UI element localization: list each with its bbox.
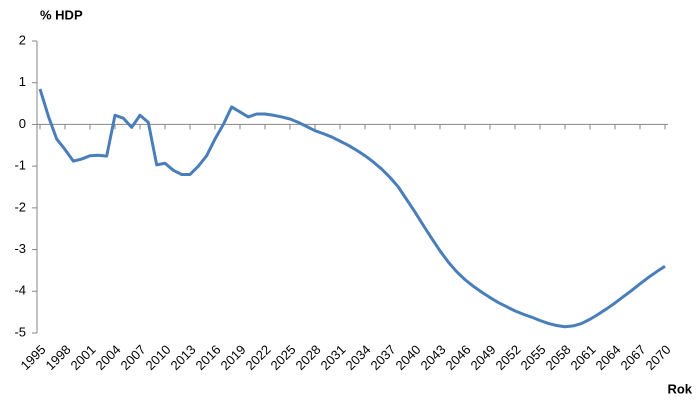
x-axis-label: Rok: [667, 381, 692, 396]
x-tick-label: 2034: [342, 342, 373, 373]
x-tick-label: 2064: [592, 342, 623, 373]
y-tick-label: 0: [19, 116, 26, 131]
x-tick-label: 2022: [242, 342, 273, 373]
x-tick-label: 2055: [517, 342, 548, 373]
x-tick-label: 2070: [642, 342, 673, 373]
y-tick-label: -1: [14, 158, 26, 173]
x-tick-label: 2007: [117, 342, 148, 373]
x-tick-label: 2004: [92, 342, 123, 373]
x-tick-label: 2040: [392, 342, 423, 373]
y-tick-label: -4: [14, 283, 26, 298]
x-tick-label: 2019: [217, 342, 248, 373]
x-tick-label: 2037: [367, 342, 398, 373]
x-tick-label: 2049: [467, 342, 498, 373]
x-tick-label: 2046: [442, 342, 473, 373]
y-tick-label: -2: [14, 199, 26, 214]
x-tick-label: 2052: [492, 342, 523, 373]
x-tick-label: 2043: [417, 342, 448, 373]
y-axis-label: % HDP: [40, 7, 83, 22]
y-tick-label: 1: [19, 74, 26, 89]
x-tick-label: 2067: [617, 342, 648, 373]
x-tick-label: 1995: [17, 342, 48, 373]
x-tick-label: 2010: [142, 342, 173, 373]
data-line: [38, 88, 666, 329]
x-tick-label: 2013: [167, 342, 198, 373]
y-tick-label: -5: [14, 324, 26, 339]
x-tick-label: 2028: [292, 342, 323, 373]
y-tick-label: 2: [19, 32, 26, 47]
x-tick-label: 2001: [67, 342, 98, 373]
x-tick-label: 1998: [42, 342, 73, 373]
y-tick-label: -3: [14, 241, 26, 256]
x-tick-label: 2025: [267, 342, 298, 373]
x-tick-label: 2058: [542, 342, 573, 373]
x-tick-label: 2061: [567, 342, 598, 373]
x-tick-label: 2031: [317, 342, 348, 373]
x-tick-label: 2016: [192, 342, 223, 373]
